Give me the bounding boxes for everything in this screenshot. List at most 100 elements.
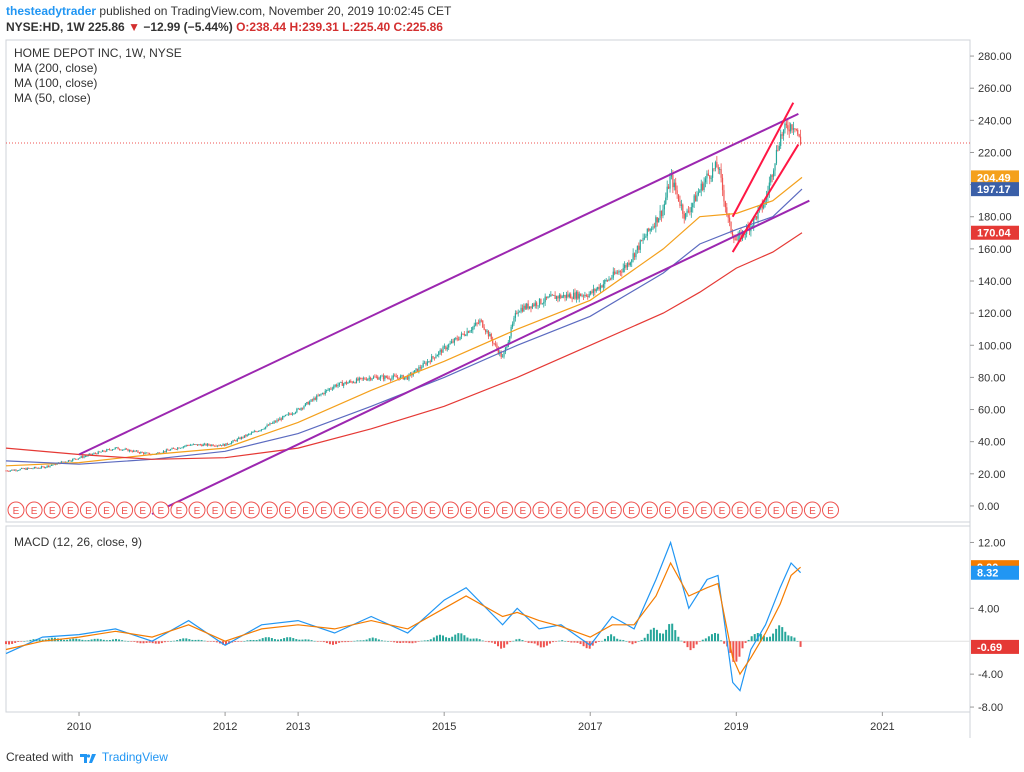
macd-histogram-bar [276, 639, 279, 642]
candle-body [642, 238, 644, 241]
candle-body [476, 322, 478, 324]
tradingview-brand[interactable]: TradingView [101, 750, 168, 764]
candle-body [148, 452, 150, 455]
candle-body [598, 287, 600, 290]
candle-body [724, 201, 726, 208]
macd-histogram-bar [692, 641, 695, 649]
candle-body [228, 444, 230, 445]
macd-histogram-bar [212, 641, 215, 642]
candle-body [744, 233, 746, 235]
candle-body [753, 217, 755, 226]
macd-histogram-bar [683, 641, 686, 644]
earnings-marker-icon [785, 501, 803, 519]
legend-ma100[interactable]: MA (100, close) [14, 76, 98, 90]
candle-body [670, 174, 673, 177]
candle-body [107, 449, 109, 451]
candle-body [89, 453, 91, 455]
candle-body [781, 134, 783, 136]
candle-body [795, 128, 797, 130]
candle-body [787, 125, 789, 130]
candle-body [519, 311, 521, 313]
candle-body [330, 388, 332, 390]
earnings-marker-icon [405, 501, 423, 519]
candle-body [673, 182, 675, 188]
candle-body [239, 437, 241, 440]
candle-body [449, 343, 451, 345]
candle-body [631, 259, 633, 263]
legend-ma50[interactable]: MA (50, close) [14, 91, 91, 105]
candle-body [323, 393, 325, 395]
macd-histogram-bar [438, 634, 441, 642]
earnings-marker-label: E [31, 506, 38, 517]
macd-histogram-bar [435, 635, 438, 642]
macd-legend[interactable]: MACD (12, 26, close, 9) [14, 535, 143, 549]
candle-body [662, 209, 664, 217]
candle-body [341, 382, 343, 386]
macd-histogram-bar [17, 641, 20, 642]
candle-body [282, 416, 284, 420]
candle-body [497, 348, 499, 354]
candle-body [294, 412, 297, 414]
macd-histogram-bar [151, 641, 154, 644]
candle-body [334, 384, 336, 387]
earnings-marker-label: E [574, 506, 581, 517]
candle-body [456, 338, 458, 340]
candle-body [206, 443, 209, 446]
candle-body [727, 214, 729, 218]
earnings-marker-label: E [519, 506, 526, 517]
candle-body [299, 408, 301, 410]
candle-body [306, 402, 308, 404]
candle-body [774, 163, 776, 171]
candle-body [11, 469, 13, 471]
macd-histogram-bar [221, 641, 224, 645]
macd-histogram-bar [600, 640, 603, 642]
candle-body [270, 423, 272, 425]
macd-histogram-bar [655, 629, 658, 642]
chart-area[interactable]: 280.00260.00240.00220.00200.00180.00160.… [0, 38, 1024, 740]
macd-histogram-bar [530, 641, 533, 644]
macd-histogram-bar [665, 629, 668, 642]
candle-body [133, 450, 135, 452]
author-link[interactable]: thesteadytrader [6, 4, 97, 18]
candle-body [645, 235, 647, 238]
candle-body [439, 349, 441, 352]
earnings-marker-label: E [338, 506, 345, 517]
candle-body [463, 333, 465, 336]
high-value: H:239.31 [289, 20, 339, 34]
macd-histogram-bar [680, 640, 683, 642]
candle-body [438, 351, 440, 355]
candle-body [40, 466, 43, 469]
candle-body [169, 449, 172, 451]
earnings-marker-label: E [103, 506, 110, 517]
candle-body [318, 394, 321, 396]
macd-histogram-bar [710, 634, 713, 642]
macd-histogram-bar [579, 641, 582, 645]
macd-histogram-bar [497, 641, 500, 647]
macd-histogram-bar [762, 635, 765, 642]
candle-body [448, 344, 450, 348]
candle-body [551, 294, 553, 296]
candle-body [35, 466, 37, 468]
macd-histogram-bar [344, 641, 347, 643]
macd-histogram-bar [463, 635, 466, 642]
legend-ma200[interactable]: MA (200, close) [14, 61, 98, 75]
macd-histogram-bar [115, 638, 118, 642]
candle-body [433, 357, 436, 359]
candle-body [232, 440, 234, 442]
candle-body [313, 398, 315, 401]
macd-histogram-bar [518, 638, 521, 642]
down-arrow-icon: ▼ [128, 20, 140, 34]
earnings-marker-icon [496, 501, 514, 519]
macd-histogram-bar [493, 641, 496, 644]
macd-histogram-bar [191, 639, 194, 642]
candle-body [379, 376, 382, 379]
macd-histogram-bar [319, 641, 322, 642]
candle-body [378, 378, 380, 380]
earnings-marker-icon [423, 501, 441, 519]
candle-body [784, 123, 786, 130]
macd-histogram-bar [481, 640, 484, 642]
chart-canvas[interactable]: 280.00260.00240.00220.00200.00180.00160.… [0, 38, 1024, 740]
macd-histogram-bar [393, 641, 396, 643]
price-tick-label: 160.00 [978, 244, 1012, 256]
candle-body [676, 190, 678, 195]
